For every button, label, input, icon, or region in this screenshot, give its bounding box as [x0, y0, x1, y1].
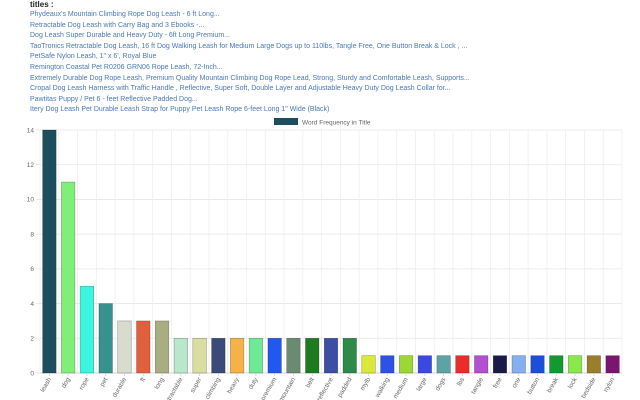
title-link[interactable]: Itery Dog Leash Pet Durable Leash Strap … — [30, 106, 330, 114]
bar-tangle[interactable] — [474, 355, 489, 374]
title-link[interactable]: Extremely Durable Dog Rope Leash, Premiu… — [30, 74, 470, 82]
y-tick-label: 14 — [27, 127, 35, 134]
x-tick-label: dogs — [434, 376, 447, 392]
bar-one[interactable] — [511, 355, 526, 374]
bar-leash[interactable] — [42, 129, 57, 374]
bar-pet[interactable] — [98, 303, 113, 374]
bars — [42, 129, 620, 374]
bar-super[interactable] — [192, 337, 207, 374]
x-tick-label: reflective — [316, 376, 335, 400]
legend-swatch — [274, 118, 298, 125]
title-link[interactable]: TaoTronics Retractable Dog Leash, 16 ft … — [30, 42, 468, 50]
title-link[interactable]: Pawtitas Puppy / Pet 6 - feet Reflective… — [30, 95, 198, 103]
bar-dog[interactable] — [61, 181, 76, 374]
legend-label: Word Frequency in Title — [302, 120, 371, 127]
bar-climbing[interactable] — [211, 337, 226, 374]
legend[interactable]: Word Frequency in Title — [274, 118, 371, 127]
x-tick-label: mountain — [278, 376, 298, 400]
title-link[interactable]: Remington Coastal Pet R0206 GRN06 Rope L… — [30, 63, 223, 71]
x-tick-label: climbing — [204, 376, 222, 400]
x-tick-label: button — [526, 376, 541, 395]
bar-break[interactable] — [549, 355, 564, 374]
x-tick-label: lbs — [456, 376, 467, 387]
x-tick-label: leash — [39, 376, 53, 393]
x-tick-label: ft — [139, 376, 147, 383]
bar-long[interactable] — [154, 320, 170, 374]
x-tick-label: duty — [247, 376, 260, 391]
y-tick-label: 8 — [30, 231, 34, 238]
y-tick-label: 2 — [30, 336, 34, 343]
title-link[interactable]: Cropal Dog Leash Harness with Traffic Ha… — [30, 85, 451, 93]
bar-medium[interactable] — [399, 355, 414, 374]
bar-heavy[interactable] — [230, 337, 245, 374]
bar-ft[interactable] — [136, 320, 151, 374]
title-link[interactable]: Phydeaux's Mountain Climbing Rope Dog Le… — [30, 11, 220, 18]
x-tick-label: padded — [337, 376, 354, 399]
x-tick-label: bedside — [580, 376, 598, 400]
title-link[interactable]: PetSafe Nylon Leash, 1" x 6', Royal Blue — [30, 53, 157, 61]
x-tick-label: belt — [305, 376, 316, 389]
x-tick-label: heavy — [226, 376, 241, 395]
bar-duty[interactable] — [248, 337, 263, 374]
x-tick-label: large — [415, 376, 428, 392]
bar-belt[interactable] — [305, 337, 320, 374]
bar-button[interactable] — [530, 355, 545, 374]
bar-mountain[interactable] — [286, 337, 301, 374]
x-tick-label: retractable — [163, 376, 185, 400]
bar-lbs[interactable] — [455, 355, 470, 374]
bar-durable[interactable] — [117, 320, 132, 374]
y-tick-label: 4 — [30, 301, 34, 308]
bar-nylon[interactable] — [605, 355, 620, 374]
x-tick-label: dog — [60, 376, 72, 389]
x-tick-label: walking — [374, 376, 392, 399]
y-tick-label: 6 — [30, 266, 34, 273]
x-tick-label: nylon — [603, 376, 617, 393]
bar-lock[interactable] — [568, 355, 583, 374]
y-axis: 0 2 4 6 8 10 12 14 — [27, 127, 40, 377]
bar-bedside[interactable] — [586, 355, 601, 374]
y-tick-label: 12 — [27, 162, 35, 169]
x-tick-label: long — [154, 376, 166, 390]
bar-padded[interactable] — [342, 337, 357, 374]
bar-mylb[interactable] — [361, 355, 376, 374]
title-link[interactable]: Retractable Dog Leash with Carry Bag and… — [30, 21, 205, 29]
x-tick-label: tangle — [470, 376, 485, 395]
titles-block: titles : Phydeaux's Mountain Climbing Ro… — [30, 0, 635, 116]
y-tick-label: 0 — [30, 370, 34, 377]
bar-reflective[interactable] — [323, 337, 339, 374]
x-tick-label: free — [492, 376, 504, 390]
titles-heading: titles : — [30, 0, 54, 9]
bar-dogs[interactable] — [436, 355, 451, 374]
bar-rope[interactable] — [79, 285, 94, 374]
x-tick-label: super — [189, 376, 204, 394]
bar-large[interactable] — [417, 355, 432, 374]
x-tick-label: mylb — [359, 376, 372, 392]
x-tick-label: medium — [392, 377, 410, 400]
x-tick-label: lock — [567, 376, 579, 390]
title-link[interactable]: Dog Leash Super Durable and Heavy Duty -… — [30, 32, 230, 40]
bar-free[interactable] — [492, 355, 508, 374]
x-tick-label: break — [546, 376, 561, 394]
y-tick-label: 10 — [27, 197, 35, 204]
bar-walking[interactable] — [380, 355, 395, 374]
x-tick-label: durable — [111, 376, 128, 399]
x-tick-label: pet — [99, 376, 110, 387]
bar-premium[interactable] — [267, 337, 282, 374]
x-tick-label: one — [511, 376, 523, 389]
bar-retractable[interactable] — [173, 337, 188, 374]
x-tick-label: premium — [260, 377, 279, 400]
x-tick-label: rope — [78, 376, 91, 391]
